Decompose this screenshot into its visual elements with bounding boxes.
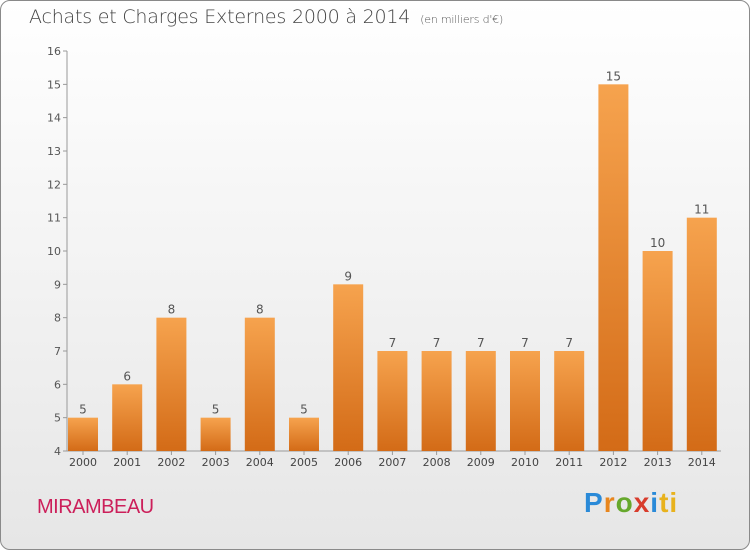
x-tick-label: 2005 xyxy=(290,456,318,469)
bar xyxy=(68,417,98,451)
bar xyxy=(333,284,364,451)
proxiti-logo: Proxiti xyxy=(584,487,678,519)
chart-title-text: Achats et Charges Externes 2000 à 2014 xyxy=(29,6,411,28)
bar xyxy=(289,417,319,451)
x-tick-label: 2010 xyxy=(511,456,539,469)
bar-value-label: 15 xyxy=(606,69,621,83)
bar-value-label: 11 xyxy=(694,203,709,217)
bar-value-label: 7 xyxy=(565,336,573,350)
y-tick-label: 7 xyxy=(54,345,61,358)
chart-unit: (en milliers d'€) xyxy=(420,13,504,26)
y-tick-label: 15 xyxy=(47,78,61,91)
x-tick-label: 2009 xyxy=(467,456,495,469)
x-tick-label: 2013 xyxy=(644,456,672,469)
y-tick-label: 12 xyxy=(47,178,61,191)
bar-value-label: 7 xyxy=(389,336,397,350)
x-tick-label: 2014 xyxy=(688,456,716,469)
x-tick-label: 2004 xyxy=(246,456,274,469)
bar-value-label: 5 xyxy=(212,403,220,417)
bar-value-label: 9 xyxy=(344,269,352,283)
chart-title: Achats et Charges Externes 2000 à 2014 (e… xyxy=(29,6,503,28)
x-tick-label: 2006 xyxy=(334,456,362,469)
bar xyxy=(200,417,231,451)
bar xyxy=(510,351,540,451)
logo-letter: ti xyxy=(659,487,679,518)
y-tick-label: 10 xyxy=(47,245,61,258)
x-tick-label: 2000 xyxy=(69,456,97,469)
bar-value-label: 7 xyxy=(433,336,441,350)
x-tick-label: 2012 xyxy=(599,456,627,469)
y-tick-label: 4 xyxy=(54,445,61,458)
bar xyxy=(642,251,673,451)
y-tick-label: 9 xyxy=(54,278,61,291)
bar-value-label: 5 xyxy=(300,403,308,417)
logo-letter: x xyxy=(633,487,651,518)
bar-value-label: 8 xyxy=(168,303,176,317)
bar-value-label: 10 xyxy=(650,236,665,250)
bar xyxy=(598,84,629,451)
bar xyxy=(465,351,496,451)
y-tick-label: 14 xyxy=(47,112,61,125)
bar xyxy=(156,317,187,451)
place-name: MIRAMBEAU xyxy=(37,496,154,518)
x-tick-label: 2002 xyxy=(157,456,185,469)
x-tick-label: 2007 xyxy=(378,456,406,469)
bar-value-label: 8 xyxy=(256,303,264,317)
x-tick-label: 2011 xyxy=(555,456,583,469)
bar-value-label: 7 xyxy=(521,336,529,350)
logo-letter: i xyxy=(650,487,660,518)
y-tick-label: 6 xyxy=(54,378,61,391)
logo-letter: P xyxy=(584,487,604,518)
bar xyxy=(244,317,275,451)
x-tick-label: 2001 xyxy=(113,456,141,469)
bar xyxy=(377,351,408,451)
bar xyxy=(686,217,717,451)
bar xyxy=(554,351,585,451)
x-tick-label: 2008 xyxy=(423,456,451,469)
y-tick-label: 5 xyxy=(54,412,61,425)
logo-letter: o xyxy=(615,487,634,518)
x-tick-label: 2003 xyxy=(202,456,230,469)
bar-value-label: 6 xyxy=(123,369,131,383)
chart-bars: 5 6 8 5 8 5 9 7 7 7 7 7 15 10 11 xyxy=(68,69,717,451)
y-tick-label: 11 xyxy=(47,212,61,225)
bar xyxy=(112,384,143,451)
bar-value-label: 5 xyxy=(79,403,87,417)
y-tick-label: 16 xyxy=(47,45,61,58)
y-tick-label: 8 xyxy=(54,312,61,325)
y-tick-label: 13 xyxy=(47,145,61,158)
logo-letter: r xyxy=(603,487,616,518)
bar xyxy=(421,351,452,451)
bar-value-label: 7 xyxy=(477,336,485,350)
